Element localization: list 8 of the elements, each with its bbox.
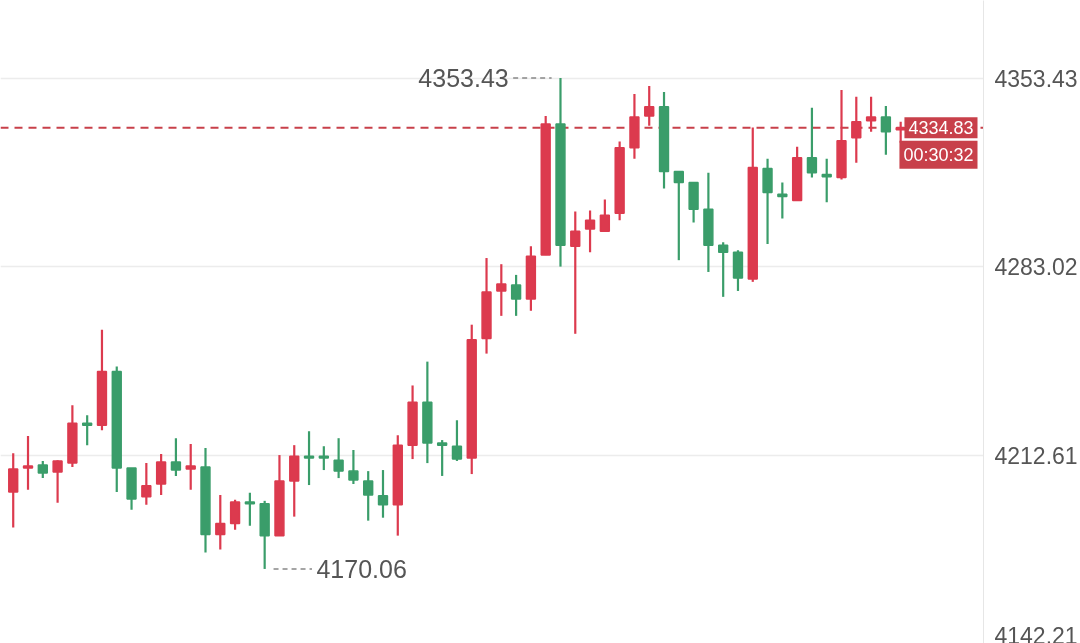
ref-line-label: 4334.83 [908,118,974,139]
y-tick-label: 4283.02 [994,254,1078,281]
annotation: 00:30:32 [903,144,974,165]
y-tick-label: 4212.61 [994,442,1078,469]
annotation: 4353.43 [418,64,509,93]
y-tick-label: 4142.21 [994,622,1078,643]
annotation: 4170.06 [316,554,407,583]
y-tick-label: 4353.43 [994,65,1078,92]
